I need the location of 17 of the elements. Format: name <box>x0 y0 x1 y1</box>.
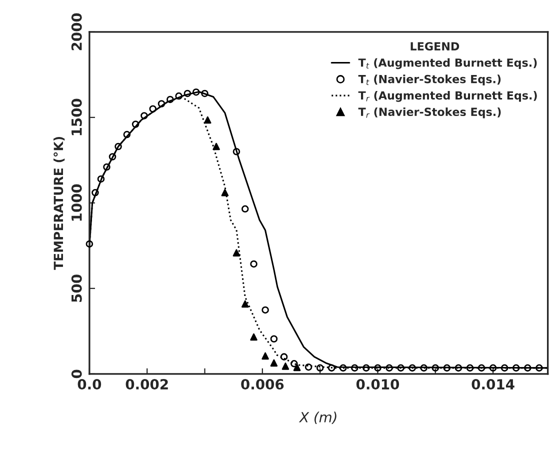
y-tick-label: 1500 <box>71 98 82 136</box>
x-tick-label: 0.014 <box>472 379 514 390</box>
x-tick-label: 0.010 <box>356 379 400 390</box>
y-tick-label: 500 <box>71 274 82 302</box>
x-tick-label: 0.002 <box>126 379 168 390</box>
legend-label: T$_{r}$ (Navier-Stokes Eqs.) <box>358 107 501 118</box>
y-tick-label: 1000 <box>71 184 82 221</box>
y-tick-label: 0 <box>71 370 82 378</box>
x-tick-label: 0.0 <box>78 379 102 390</box>
legend-title: LEGEND <box>410 42 460 51</box>
x-axis-title: X (m) <box>298 412 336 424</box>
legend-label: T$_{t}$ (Augmented Burnett Eqs.) <box>358 58 537 70</box>
legend-label: T$_{t}$ (Navier-Stokes Eqs.) <box>358 74 501 86</box>
legend-label: T$_{r}$ (Augmented Burnett Eqs.) <box>358 91 537 102</box>
x-tick-label: 0.006 <box>241 379 284 390</box>
y-tick-label: 2000 <box>71 13 82 50</box>
y-axis-title: TEMPERATURE (°K) <box>54 136 65 270</box>
